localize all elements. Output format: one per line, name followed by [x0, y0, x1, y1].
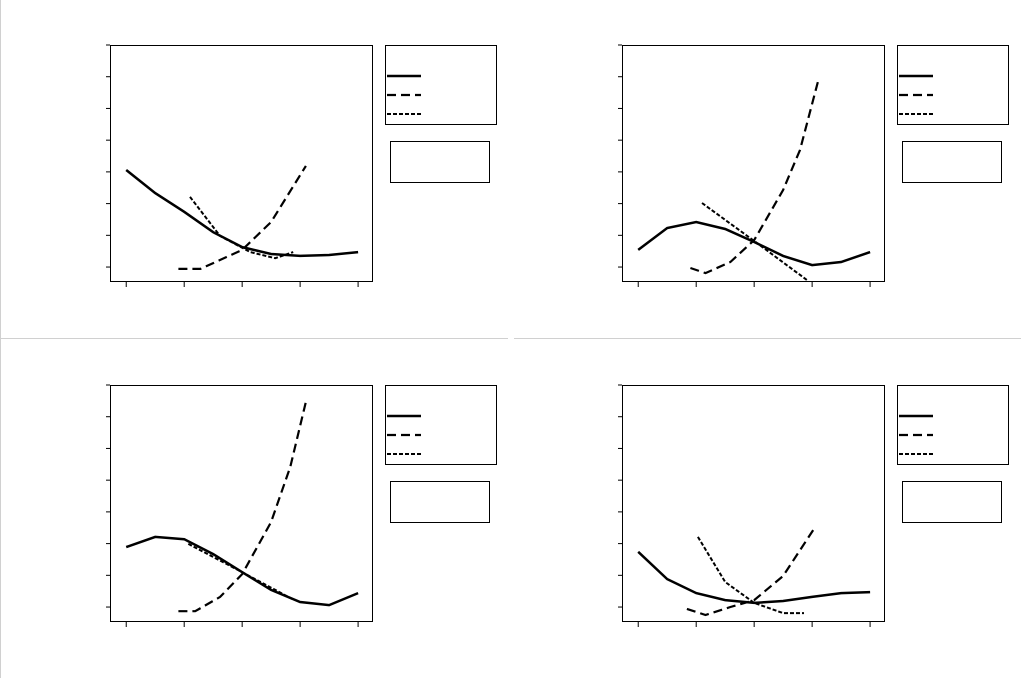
line-series	[637, 550, 871, 605]
note-box	[390, 141, 490, 183]
chart	[618, 44, 1009, 287]
line-series	[187, 543, 295, 601]
legend	[385, 45, 497, 125]
line-series	[697, 536, 804, 615]
line-series	[690, 81, 819, 275]
note-box	[390, 481, 490, 523]
legend	[897, 385, 1009, 465]
chart	[618, 384, 1009, 627]
line-series	[701, 202, 808, 281]
line-series	[637, 220, 871, 267]
plot-frame	[622, 385, 885, 622]
line-series	[178, 165, 307, 270]
chart	[106, 44, 497, 287]
legend	[385, 385, 497, 465]
note-box	[902, 481, 1002, 523]
chart	[106, 384, 497, 627]
plot-frame	[622, 45, 885, 282]
line-series	[189, 196, 294, 260]
line-series	[178, 401, 307, 613]
note-box	[902, 141, 1002, 183]
line-series	[686, 528, 815, 617]
plot-frame	[110, 45, 373, 282]
plot-frame	[110, 385, 373, 622]
legend	[897, 45, 1009, 125]
